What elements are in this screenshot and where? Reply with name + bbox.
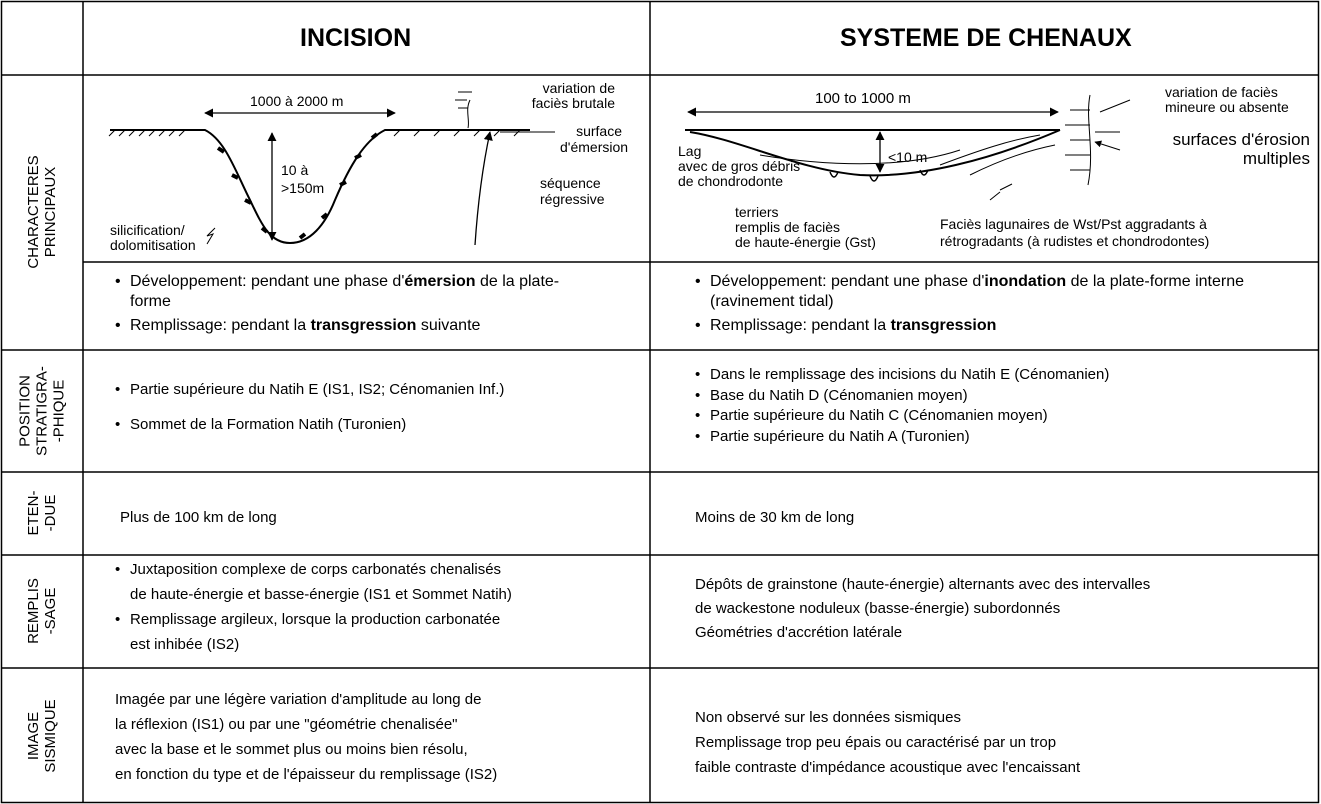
bullet-item: Partie supérieure du Natih E (IS1, IS2; …	[115, 381, 504, 399]
incision-sketch	[108, 91, 555, 246]
chenaux-sketch	[685, 94, 1131, 201]
bold-text: transgression	[890, 317, 997, 334]
row-label-line: ETEN-	[25, 490, 42, 536]
diagram-label: régressive	[540, 191, 605, 207]
text: Remplissage: pendant la	[130, 317, 311, 334]
row-label-line: -DUE	[42, 494, 59, 532]
bullet-item: Développement: pendant une phase d'inond…	[695, 272, 1310, 312]
diagram-label: d'émersion	[560, 139, 629, 155]
bold-text: émersion	[404, 273, 476, 290]
diagram-label: séquence	[540, 175, 601, 191]
text: Développement: pendant une phase d'	[710, 273, 985, 290]
diagram-label: de haute-énergie (Gst)	[735, 234, 876, 250]
row-label: IMAGE SISMIQUE	[25, 699, 59, 772]
diagram-label: >150m	[281, 180, 325, 196]
bold-text: inondation	[984, 273, 1067, 290]
text: Remplissage: pendant la	[710, 317, 891, 334]
cell-text: Imagée par une légère variation d'amplit…	[115, 691, 482, 708]
row-label: POSITION STRATIGRA- -PHIQUE	[17, 366, 68, 456]
row-label-line: POSITION	[16, 375, 34, 447]
bullet-line: Juxtaposition complexe de corps carbonat…	[115, 561, 501, 579]
cell-text: la réflexion (IS1) ou par une "géométrie…	[115, 716, 458, 733]
cell-text: de wackestone noduleux (basse-énergie) s…	[695, 600, 1061, 617]
diagram-label: Lag	[678, 143, 702, 159]
cell-text: Dépôts de grainstone (haute-énergie) alt…	[695, 576, 1151, 593]
diagram-label: silicification/	[110, 222, 185, 238]
diagram-label: 10 à	[281, 162, 309, 178]
diagram-label: terriers	[735, 204, 779, 220]
diagram-label: <10 m	[888, 149, 928, 165]
bullet-item: Partie supérieure du Natih A (Turonien)	[695, 428, 970, 446]
header-incision: INCISION	[300, 24, 412, 52]
diagram-label: remplis de faciès	[735, 219, 841, 235]
row-label-line: PRINCIPAUX	[42, 166, 59, 258]
bullet-item: Partie supérieure du Natih C (Cénomanien…	[695, 407, 1048, 425]
bullet-line: de haute-énergie et basse-énergie (IS1 e…	[130, 586, 512, 603]
row-label: REMPLIS -SAGE	[25, 578, 59, 644]
diagram-label: variation de faciès	[1165, 84, 1278, 100]
row-label-line: CHARACTERES	[25, 155, 42, 269]
bullet-item: Remplissage: pendant la transgression	[695, 316, 1310, 336]
row-label-line: IMAGE	[25, 711, 42, 761]
text: de la plate-forme	[130, 273, 560, 310]
diagram-label: surfaces d'érosion	[1172, 130, 1310, 149]
diagram-label: 100 to 1000 m	[815, 90, 911, 107]
diagram-label: surface	[576, 123, 622, 139]
cell-text: Plus de 100 km de long	[120, 509, 277, 526]
diagram-label: multiples	[1242, 149, 1310, 168]
header-chenaux: SYSTEME DE CHENAUX	[840, 24, 1132, 52]
cell-text: faible contraste d'impédance acoustique …	[695, 759, 1081, 776]
bullet-line: Remplissage argileux, lorsque la product…	[115, 611, 500, 629]
row-label-line: REMPLIS	[25, 578, 42, 644]
cell-text: avec la base et le sommet plus ou moins …	[115, 741, 468, 758]
row-label-line: STRATIGRA-	[33, 366, 51, 456]
diagram-label: faciès brutale	[531, 95, 615, 111]
cell-text: Moins de 30 km de long	[695, 509, 855, 526]
diagram-label: de chondrodonte	[678, 173, 784, 189]
text: Développement: pendant une phase d'	[130, 273, 405, 290]
row-label: CHARACTERES PRINCIPAUX	[25, 155, 59, 268]
bullet-item: Remplissage: pendant la transgression su…	[115, 316, 630, 336]
diagram-label: variation de	[542, 80, 615, 96]
diagram-label: Faciès lagunaires de Wst/Pst aggradants …	[940, 216, 1207, 232]
bullet-item: Sommet de la Formation Natih (Turonien)	[115, 416, 406, 434]
row-label: ETEN- -DUE	[25, 491, 59, 536]
row-label-line: SISMIQUE	[42, 699, 59, 773]
cell-text: Géométries d'accrétion latérale	[695, 624, 903, 641]
row-label-line: -SAGE	[42, 587, 59, 635]
text: suivante	[416, 317, 481, 334]
cell-text: Non observé sur les données sismiques	[695, 709, 961, 726]
bullet-item: Dans le remplissage des incisions du Nat…	[695, 366, 1109, 384]
diagram-label: rétrogradants (à rudistes et chondrodont…	[940, 233, 1210, 249]
bullet-item: Développement: pendant une phase d'émers…	[115, 272, 600, 312]
bullet-line: est inhibée (IS2)	[130, 636, 240, 653]
diagram-label: 1000 à 2000 m	[250, 93, 344, 109]
cell-text: Remplissage trop peu épais ou caractéris…	[695, 734, 1057, 751]
text: de la plate-forme interne (ravinement ti…	[710, 273, 1245, 310]
diagram-label: dolomitisation	[110, 237, 196, 253]
diagram-label: avec de gros débris	[678, 158, 801, 174]
cell-text: en fonction du type et de l'épaisseur du…	[115, 766, 498, 783]
bullet-item: Base du Natih D (Cénomanien moyen)	[695, 387, 968, 405]
diagram-label: mineure ou absente	[1165, 99, 1289, 115]
row-label-line: -PHIQUE	[50, 379, 68, 443]
bold-text: transgression	[310, 317, 417, 334]
